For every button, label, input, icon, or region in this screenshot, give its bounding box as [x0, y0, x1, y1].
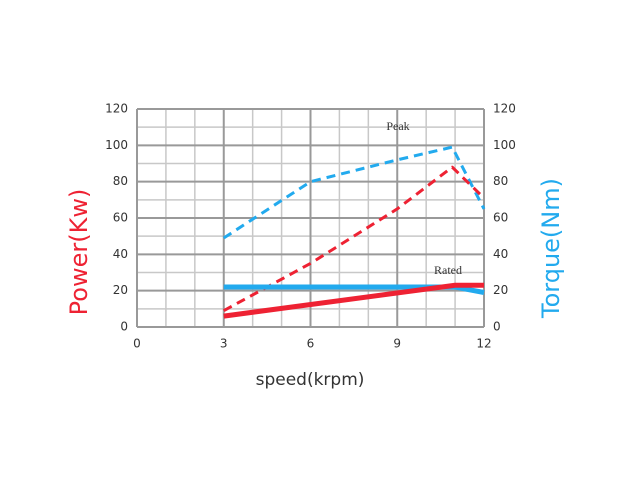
x-tick-label: 6 — [307, 337, 315, 351]
y-tick-label: 0 — [120, 320, 128, 334]
y2-tick-label: 60 — [493, 211, 508, 225]
y-tick-label: 60 — [113, 211, 128, 225]
annotation: Peak — [386, 119, 409, 133]
y2-tick-label: 100 — [493, 138, 516, 152]
y-tick-label: 20 — [113, 283, 128, 297]
y2-tick-label: 20 — [493, 283, 508, 297]
plot — [222, 145, 486, 319]
y-tick-label: 120 — [105, 102, 128, 116]
line — [223, 282, 484, 319]
x-tick-label: 0 — [133, 337, 141, 351]
x-tick-label: 9 — [393, 337, 401, 351]
y2-tick-label: 120 — [493, 102, 516, 116]
dashed-line — [223, 165, 486, 312]
y2-axis-label: Torque(Nm) — [537, 178, 565, 319]
y2-tick-label: 80 — [493, 174, 508, 188]
y2-tick-label: 0 — [493, 320, 501, 334]
x-tick-label: 12 — [476, 337, 491, 351]
grid — [136, 108, 485, 328]
y-tick-label: 40 — [113, 247, 128, 261]
y-axis-label: Power(Kw) — [65, 189, 93, 316]
y-tick-label: 100 — [105, 138, 128, 152]
y-tick-label: 80 — [113, 174, 128, 188]
y2-tick-label: 40 — [493, 247, 508, 261]
dashed-line — [222, 145, 486, 240]
x-tick-label: 3 — [220, 337, 228, 351]
annotation: Rated — [434, 263, 462, 277]
x-axis-label: speed(krpm) — [256, 370, 365, 390]
